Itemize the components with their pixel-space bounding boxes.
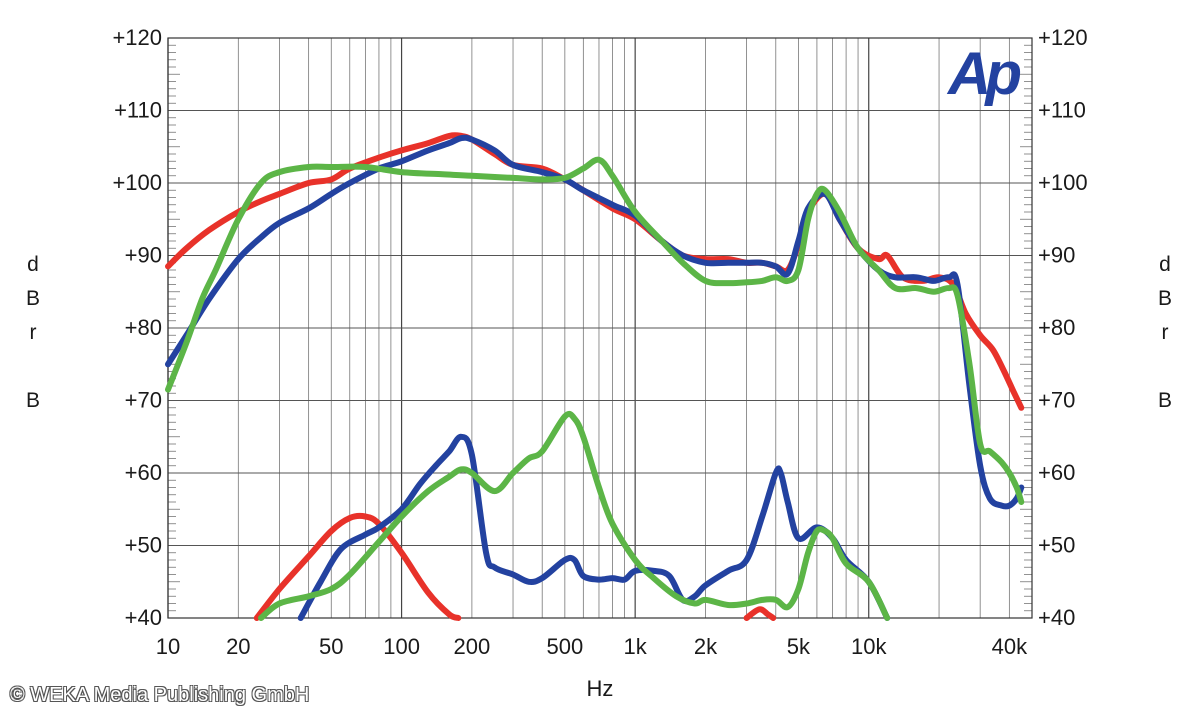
x-tick-label: 2k — [694, 634, 718, 659]
y-tick-label-right: +50 — [1038, 533, 1075, 558]
audio-precision-logo: Ap — [946, 40, 1026, 106]
y-tick-label-left: +60 — [125, 460, 162, 485]
y-tick-label-left: +70 — [125, 388, 162, 413]
x-tick-label: 200 — [454, 634, 491, 659]
y-tick-label-left: +110 — [114, 98, 162, 123]
series-line-3 — [165, 156, 1025, 505]
y-tick-label-right: +60 — [1038, 460, 1075, 485]
y-axis-label-right: d B r B — [1157, 253, 1172, 412]
y-tick-label-right: +70 — [1038, 388, 1075, 413]
series-line-5 — [297, 433, 891, 621]
y-tick-label-right: +120 — [1038, 25, 1088, 50]
y-tick-label-left: +90 — [125, 243, 162, 268]
y-tick-label-left: +100 — [112, 170, 162, 195]
y-tick-label-left: +50 — [125, 533, 162, 558]
series-line-2 — [165, 134, 1025, 510]
y-tick-label-right: +90 — [1038, 243, 1075, 268]
x-tick-label: 10k — [851, 634, 887, 659]
x-tick-label: 1k — [624, 634, 648, 659]
svg-text:Ap: Ap — [946, 40, 1020, 106]
series-line-6 — [258, 410, 891, 621]
y-tick-label-left: +120 — [112, 25, 162, 50]
y-tick-label-left: +40 — [125, 605, 162, 630]
series-line-7 — [743, 606, 777, 621]
y-axis-label-left: d B r B — [25, 253, 40, 412]
copyright-notice: © WEKA Media Publishing GmbH — [10, 684, 310, 706]
x-tick-label: 20 — [226, 634, 250, 659]
x-tick-label: 5k — [787, 634, 811, 659]
y-tick-label-right: +80 — [1038, 315, 1075, 340]
y-tick-label-left: +80 — [125, 315, 162, 340]
y-tick-label-right: +40 — [1038, 605, 1075, 630]
series-line-4 — [253, 512, 462, 621]
x-tick-label: 10 — [156, 634, 180, 659]
y-tick-label-right: +100 — [1038, 170, 1088, 195]
x-axis-label: Hz — [586, 676, 614, 701]
x-tick-label: 40k — [992, 634, 1028, 659]
x-tick-label: 100 — [383, 634, 420, 659]
plot-frame — [167, 37, 1033, 619]
x-tick-label: 50 — [319, 634, 343, 659]
y-tick-label-right: +110 — [1038, 98, 1086, 123]
x-tick-label: 500 — [546, 634, 583, 659]
